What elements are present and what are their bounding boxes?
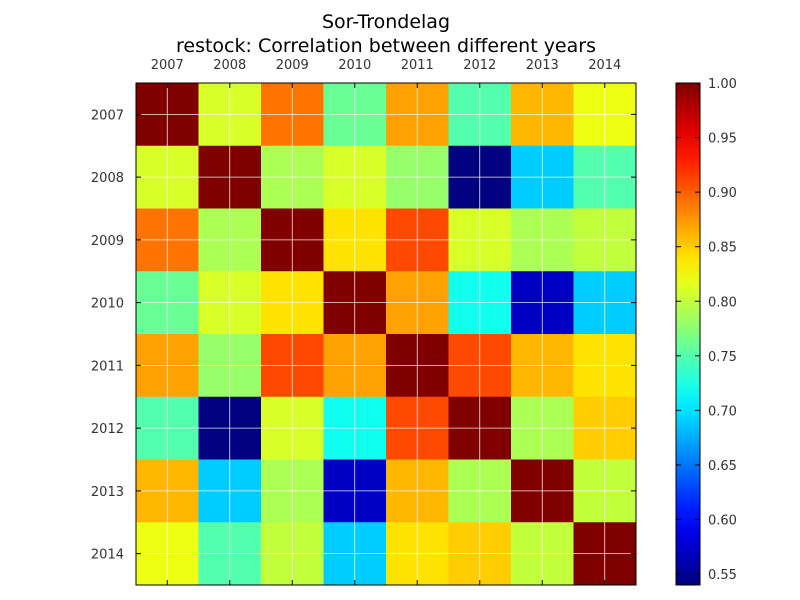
- x-tick-label: 2010: [338, 58, 371, 73]
- heatmap-cells: [136, 83, 637, 586]
- x-tick-label: 2012: [463, 58, 496, 73]
- heatmap-grid: [136, 83, 636, 585]
- colorbar-tick-label: 1.00: [708, 77, 737, 92]
- x-tick-label: 2007: [151, 58, 184, 73]
- colorbar-tick-label: 0.65: [708, 459, 737, 474]
- chart-subtitle: restock: Correlation between different y…: [176, 35, 596, 57]
- x-tick-label: 2009: [276, 58, 309, 73]
- colorbar-tick-label: 0.85: [708, 241, 737, 256]
- colorbar-tick-label: 0.70: [708, 404, 737, 419]
- y-tick-label: 2009: [91, 234, 124, 249]
- colorbar-tick-label: 0.95: [708, 132, 737, 147]
- chart-title: Sor-Trondelag: [322, 11, 450, 33]
- x-tick-label: 2011: [401, 58, 434, 73]
- y-axis-ticks: 2007 2008 2009 2010 2011 2012 2013 2014: [91, 108, 636, 563]
- y-tick-label: 2010: [91, 297, 124, 312]
- colorbar-tick-label: 0.55: [708, 568, 737, 583]
- colorbar-tick-label: 0.60: [708, 514, 737, 529]
- x-tick-label: 2014: [588, 58, 621, 73]
- colorbar-tick-label: 0.75: [708, 350, 737, 365]
- plot-frame: [135, 82, 637, 586]
- y-tick-label: 2011: [91, 359, 124, 374]
- y-tick-label: 2013: [91, 485, 124, 500]
- colorbar-ticks: 1.00 0.95 0.90 0.85 0.80 0.75 0.70 0.65 0.60 0.55: [676, 77, 737, 583]
- colorbar-tick-label: 0.90: [708, 186, 737, 201]
- colorbar-tick-label: 0.80: [708, 295, 737, 310]
- y-tick-label: 2007: [91, 108, 124, 123]
- y-tick-label: 2014: [91, 548, 124, 563]
- x-tick-label: 2013: [526, 58, 559, 73]
- y-tick-label: 2008: [91, 171, 124, 186]
- y-tick-label: 2012: [91, 422, 124, 437]
- x-axis-ticks: 2007 2008 2009 2010 2011 2012 2013 2014: [151, 58, 621, 585]
- x-tick-label: 2008: [213, 58, 246, 73]
- colorbar: [675, 82, 701, 586]
